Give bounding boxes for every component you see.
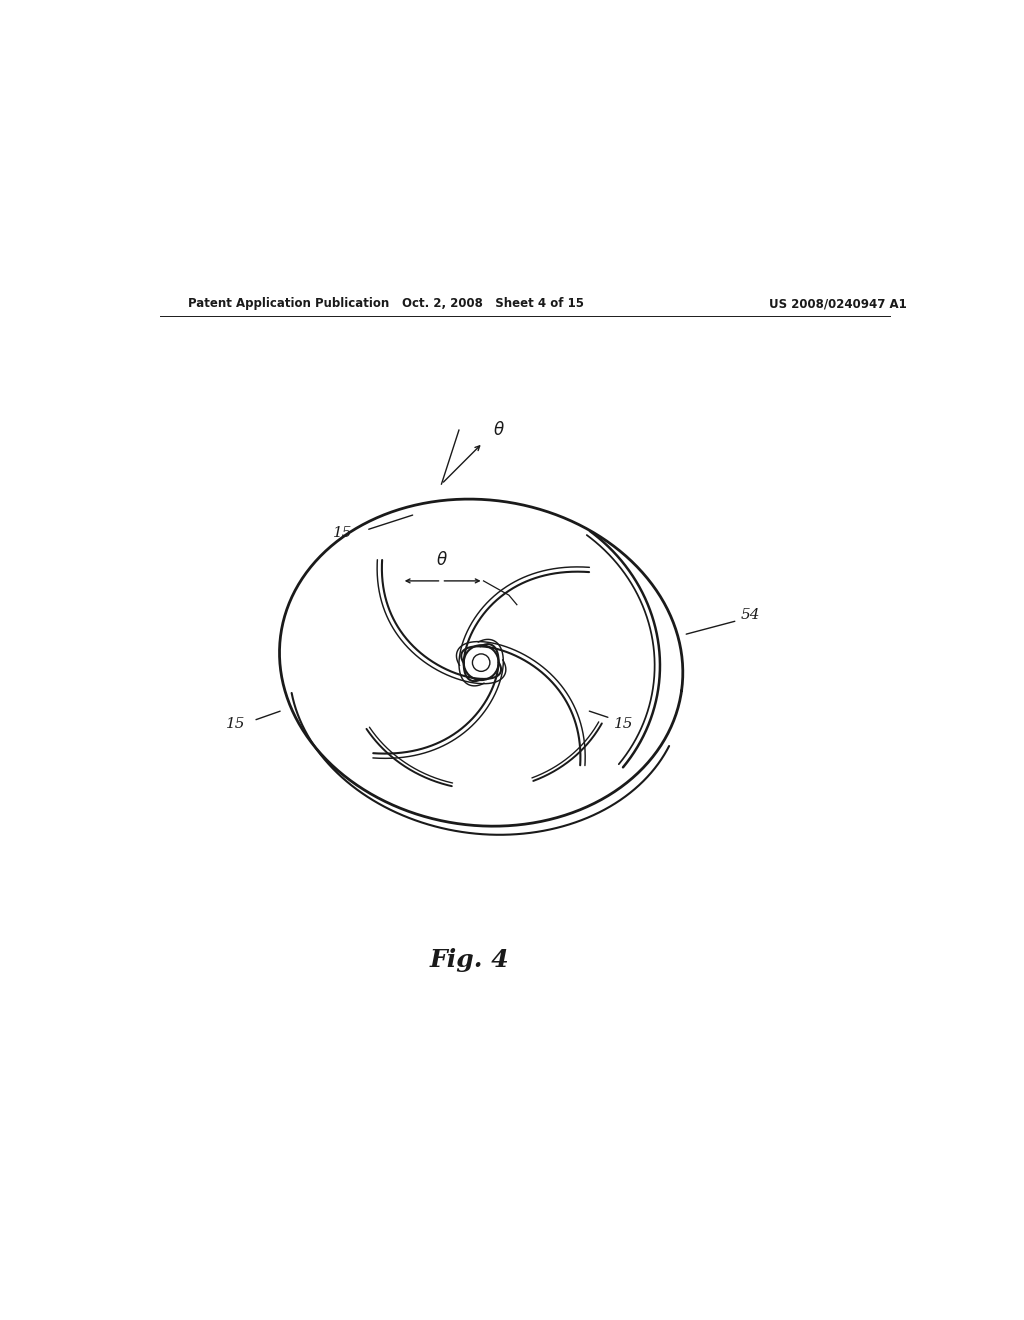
Text: Fig. 4: Fig. 4 bbox=[429, 948, 509, 973]
Text: US 2008/0240947 A1: US 2008/0240947 A1 bbox=[769, 297, 907, 310]
Text: $\theta$: $\theta$ bbox=[494, 421, 505, 440]
Text: $\theta$: $\theta$ bbox=[435, 552, 447, 569]
Text: Patent Application Publication: Patent Application Publication bbox=[187, 297, 389, 310]
Text: 15: 15 bbox=[226, 717, 246, 731]
Text: Oct. 2, 2008   Sheet 4 of 15: Oct. 2, 2008 Sheet 4 of 15 bbox=[402, 297, 584, 310]
Text: 54: 54 bbox=[740, 609, 760, 622]
Text: 15: 15 bbox=[613, 717, 633, 731]
Text: 15: 15 bbox=[333, 527, 352, 540]
